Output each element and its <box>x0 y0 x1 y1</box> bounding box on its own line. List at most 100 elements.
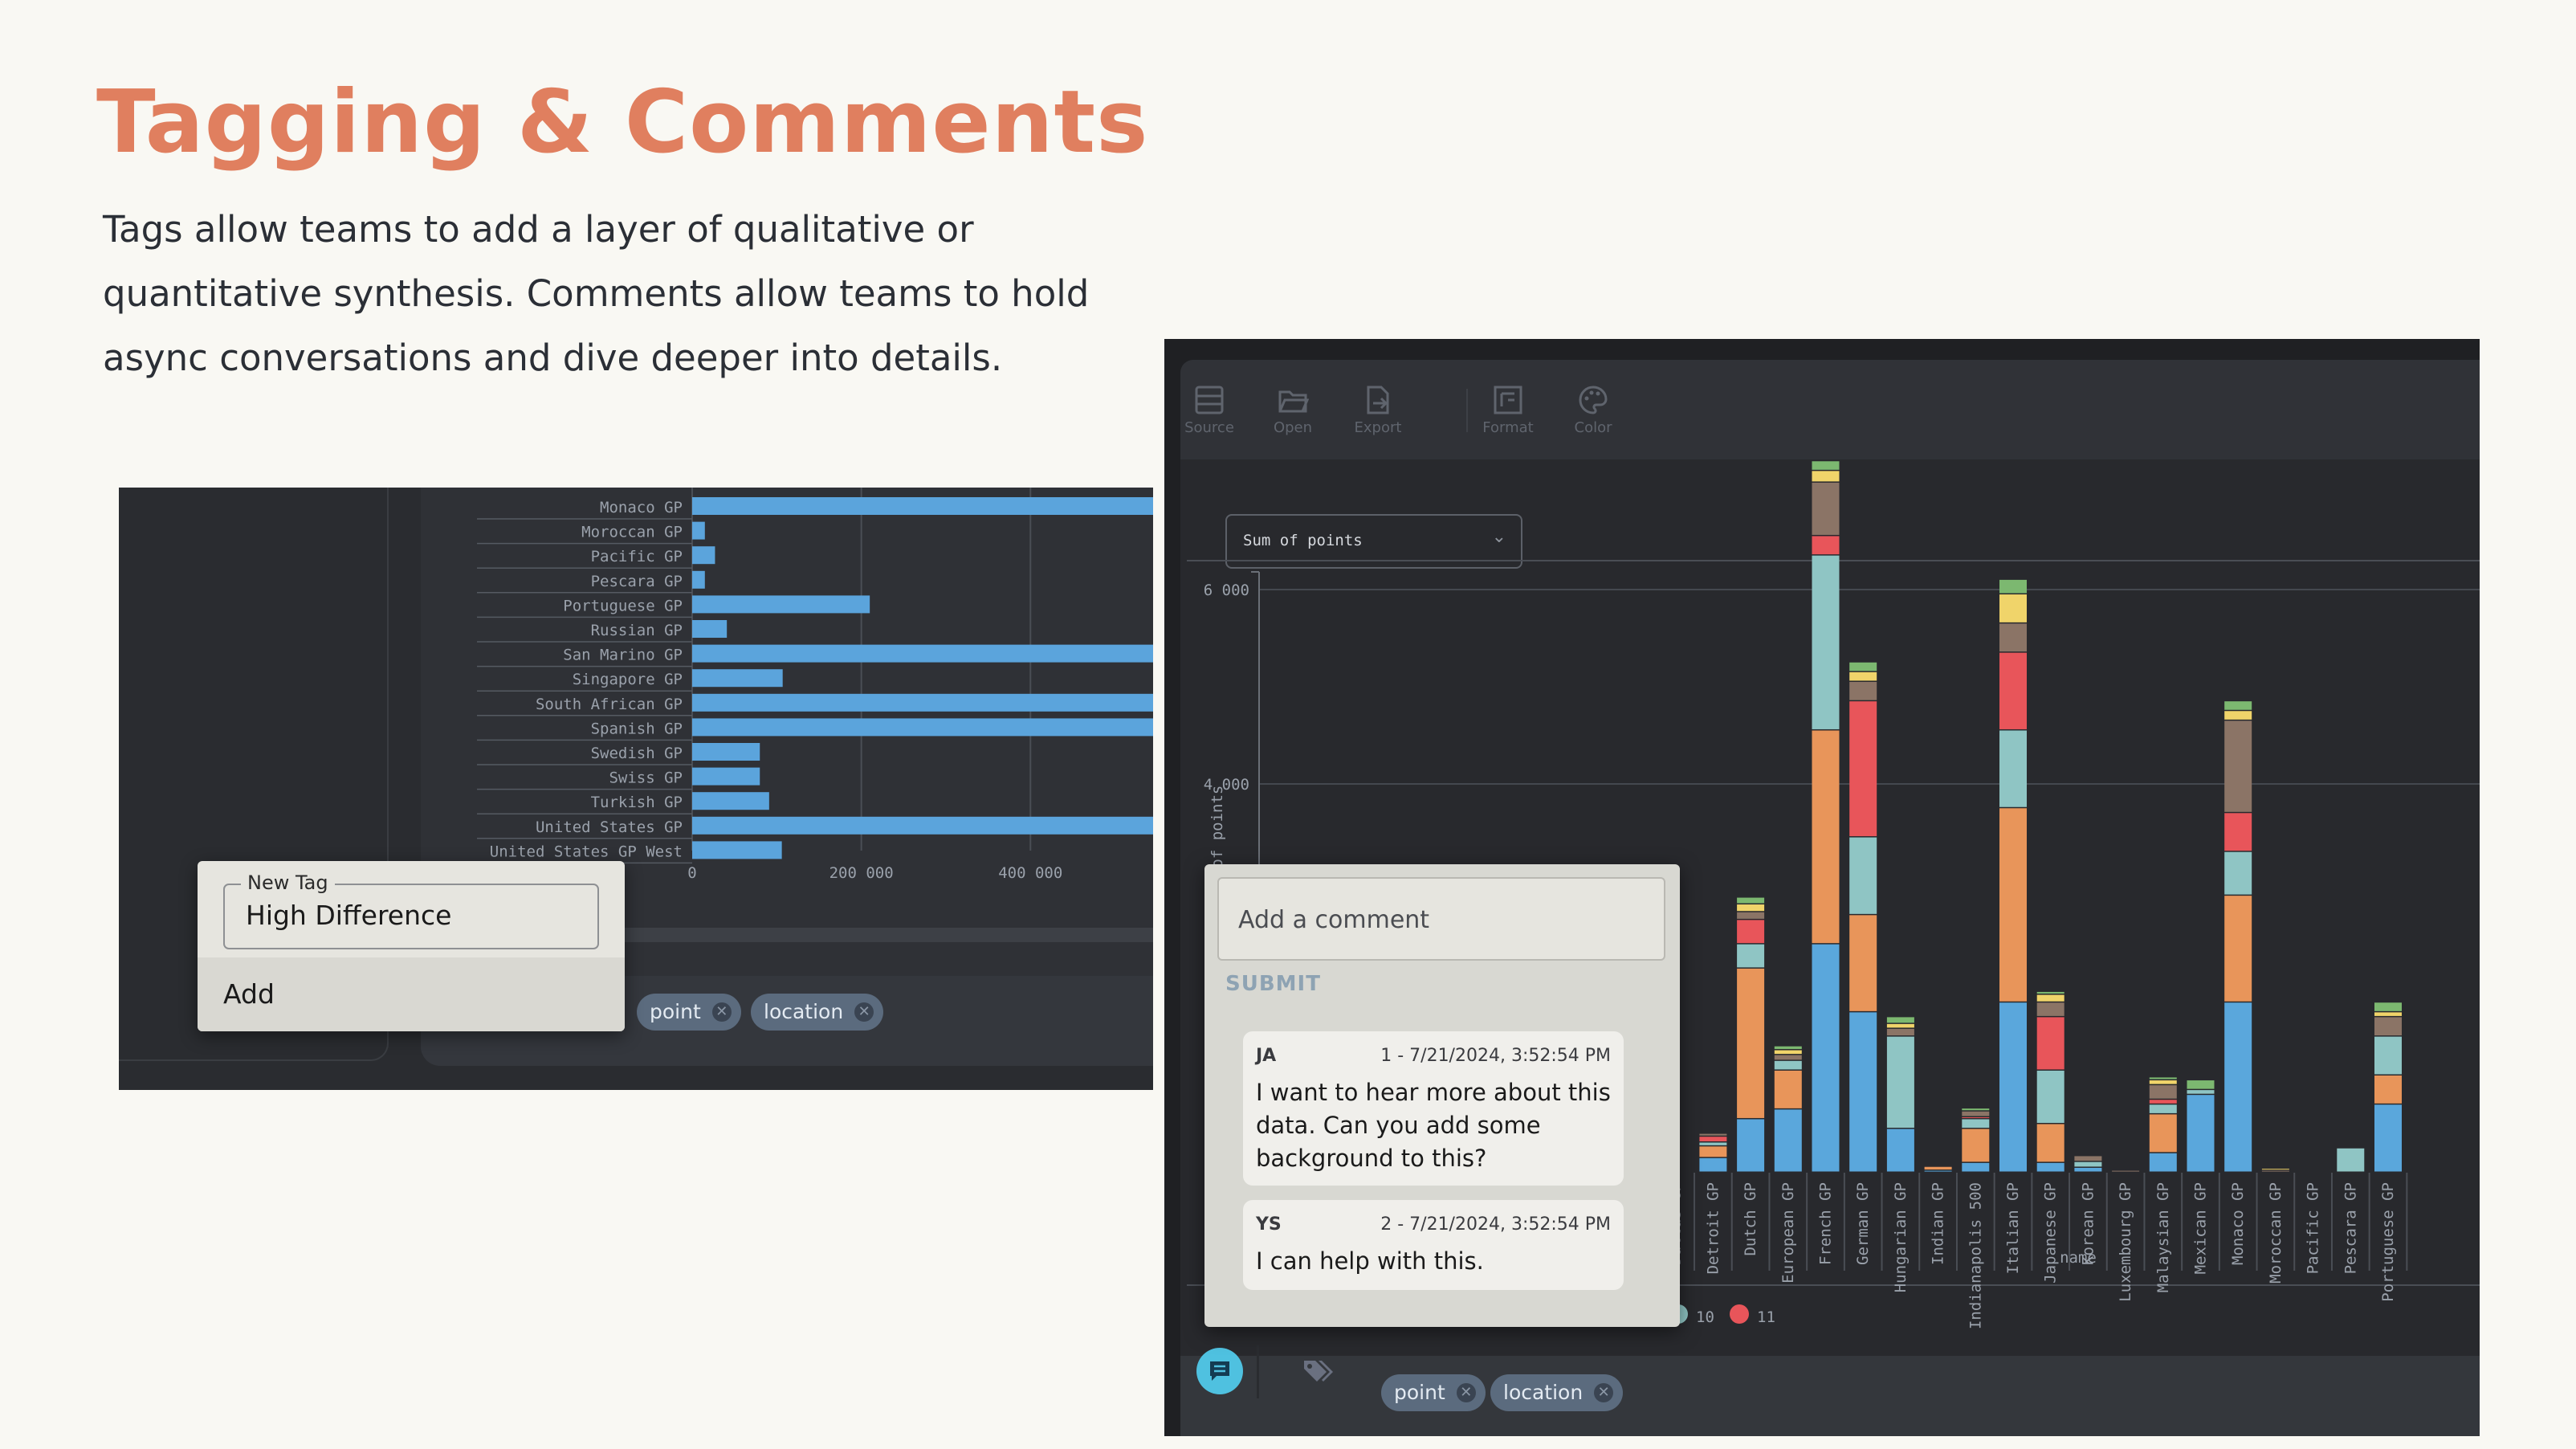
bar <box>692 767 760 786</box>
stacked-bar-segment <box>1849 671 1877 681</box>
stacked-bar-segment <box>1886 1023 1914 1028</box>
comments-panel: Add a comment SUBMIT JA 1 - 7/21/2024, 3… <box>1204 864 1680 1327</box>
bar <box>692 718 1153 737</box>
stacked-bar-segment <box>2149 1114 2177 1153</box>
stacked-bar-segment <box>1812 461 1840 470</box>
remove-tag-icon[interactable]: ✕ <box>711 1002 732 1022</box>
stacked-bar-segment <box>2074 1167 2102 1172</box>
stacked-bar-segment <box>1849 662 1877 671</box>
bar <box>692 570 705 589</box>
add-tag-button[interactable]: Add <box>198 957 625 1031</box>
stacked-bar-segment <box>2374 1104 2402 1172</box>
comment-timestamp: 2 - 7/21/2024, 3:52:54 PM <box>1380 1214 1611 1235</box>
toolbar-button-format[interactable]: Format <box>1476 384 1540 436</box>
x-tick-label: 400 000 <box>998 864 1062 882</box>
stacked-bar-segment <box>2187 1095 2215 1172</box>
stacked-bar-segment <box>1812 944 1840 1172</box>
stacked-bar-segment <box>1737 920 1765 944</box>
x-tick-label: Korean GP <box>2079 1182 2097 1265</box>
comment-input-placeholder: Add a comment <box>1238 906 1430 934</box>
comment-input[interactable]: Add a comment <box>1217 877 1665 961</box>
stacked-bar-segment <box>2261 1170 2289 1172</box>
x-tick-label: Detroit GP <box>1704 1182 1722 1274</box>
x-tick-label: Malaysian GP <box>2154 1182 2172 1292</box>
export-icon <box>1367 386 1389 414</box>
stacked-bar-segment <box>1999 730 2027 807</box>
stacked-bar-segment <box>2149 1085 2177 1099</box>
legend-label: 10 <box>1696 1308 1714 1326</box>
y-tick-label: 6 000 <box>1204 582 1249 599</box>
stacked-bar-segment <box>1812 536 1840 555</box>
bar <box>692 743 760 761</box>
stacked-bar-segment <box>1999 594 2027 622</box>
legend-label: 11 <box>1757 1308 1775 1326</box>
y-tick-label: Moroccan GP <box>581 524 683 541</box>
tag-chip-label: point <box>650 1000 701 1023</box>
stacked-bar-segment <box>1849 681 1877 700</box>
y-tick-label: Monaco GP <box>600 499 683 516</box>
remove-tag-icon[interactable]: ✕ <box>854 1002 874 1022</box>
toolbar-button-color[interactable]: Color <box>1561 384 1625 436</box>
new-tag-popup: New Tag High Difference Add <box>198 861 625 1031</box>
stacked-bar-segment <box>1737 897 1765 904</box>
stacked-bar-segment <box>1699 1157 1727 1172</box>
stacked-bar-segment <box>2036 1002 2064 1016</box>
submit-comment-button[interactable]: SUBMIT <box>1225 972 1321 996</box>
bottom-bar-separator <box>1257 1345 1259 1398</box>
toolbar-separator <box>1466 389 1468 432</box>
bar <box>692 620 728 638</box>
tag-chip-location[interactable]: location ✕ <box>751 994 884 1031</box>
stacked-bar-segment <box>1699 1142 1727 1145</box>
tag-chip-location[interactable]: location ✕ <box>1490 1374 1624 1411</box>
stacked-bar-segment <box>1737 904 1765 912</box>
x-tick-label: Pescara GP <box>2342 1182 2359 1274</box>
stacked-bar-segment <box>1699 1146 1727 1157</box>
stacked-bar-segment <box>1849 915 1877 1011</box>
add-tag-label: Add <box>223 978 275 1010</box>
stacked-bar-segment <box>2224 701 2252 710</box>
y-tick-label: United States GP West <box>490 843 683 860</box>
toolbar-button-export[interactable]: Export <box>1346 384 1410 436</box>
comment-author: YS <box>1256 1214 1282 1235</box>
measure-select[interactable]: Sum of points ⌄ <box>1225 514 1522 569</box>
stacked-bar-segment <box>1886 1129 1914 1172</box>
stacked-bar-segment <box>1737 968 1765 1118</box>
folder-open-icon <box>1278 390 1309 413</box>
bar <box>692 693 1153 712</box>
stacked-bar-segment <box>1812 555 1840 729</box>
stacked-bar-segment <box>2224 851 2252 895</box>
bar <box>692 792 769 810</box>
tag-chip-label: point <box>1394 1381 1445 1404</box>
toolbar-button-source[interactable]: Source <box>1177 384 1241 436</box>
x-tick-label: European GP <box>1779 1182 1797 1284</box>
tag-chip-point[interactable]: point ✕ <box>1381 1374 1486 1411</box>
stacked-bar-segment <box>1849 701 1877 837</box>
bar <box>692 669 783 688</box>
stacked-bar-segment <box>1737 1119 1765 1172</box>
bottom-action-bar <box>1180 1356 2480 1436</box>
y-tick-label: Portuguese GP <box>563 597 683 614</box>
comment-text: I want to hear more about this data. Can… <box>1256 1079 1611 1172</box>
tag-chip-point[interactable]: point ✕ <box>637 994 741 1031</box>
bar <box>692 644 1153 663</box>
tag-icon[interactable] <box>1302 1357 1336 1385</box>
remove-tag-icon[interactable]: ✕ <box>1594 1383 1614 1402</box>
stacked-bar-segment <box>2187 1090 2215 1094</box>
toolbar-button-open[interactable]: Open <box>1261 384 1325 436</box>
stacked-bar-segment <box>2036 1017 2064 1070</box>
new-tag-input[interactable]: New Tag High Difference <box>223 871 599 949</box>
stacked-bar-segment <box>1924 1170 1952 1172</box>
toolbar-label: Format <box>1482 419 1534 436</box>
stacked-bar-segment <box>2374 1017 2402 1036</box>
legend-swatch <box>1730 1304 1749 1324</box>
comments-toggle-button[interactable] <box>1196 1348 1243 1394</box>
comment-text: I can help with this. <box>1256 1247 1484 1275</box>
stacked-bar-segment <box>2112 1170 2140 1172</box>
stacked-bar-segment <box>1962 1162 1990 1172</box>
stacked-bar-segment <box>2036 1162 2064 1172</box>
tag-chip-label: location <box>764 1000 844 1023</box>
x-tick-label: Dutch GP <box>1742 1182 1759 1256</box>
y-tick-label: Russian GP <box>591 622 683 639</box>
remove-tag-icon[interactable]: ✕ <box>1456 1383 1476 1402</box>
bar <box>692 497 1153 515</box>
